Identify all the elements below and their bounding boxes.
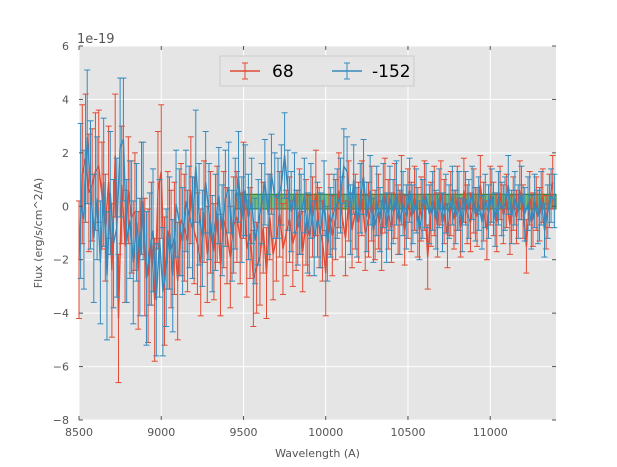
x-tick-label: 11000 (473, 426, 508, 439)
y-offset-text: 1e-19 (77, 32, 115, 47)
legend-label-minus-152: -152 (372, 62, 411, 82)
legend-marker-68 (230, 62, 260, 80)
y-tick-label: −2 (53, 254, 69, 267)
series-layer (76, 69, 558, 384)
series-minus-152 (77, 69, 558, 357)
x-tick-label: 10500 (390, 426, 425, 439)
y-tick-label: −6 (53, 361, 69, 374)
x-tick-label: 9500 (229, 426, 257, 439)
x-tick-label: 9000 (147, 426, 175, 439)
y-tick-label: 0 (62, 200, 69, 213)
axes: 8500 9000 9500 10000 10500 11000 −8 −6 −4 −2 0 2 4 6 (53, 40, 556, 439)
y-tick-label: −4 (53, 307, 69, 320)
legend-marker-minus-152 (332, 62, 362, 80)
legend: 68 -152 (219, 55, 415, 87)
y-tick-label: 4 (62, 93, 69, 106)
x-tick-label: 8500 (65, 426, 93, 439)
x-axis-label: Wavelength (A) (275, 447, 360, 460)
legend-label-68: 68 (272, 62, 294, 82)
y-axis-label: Flux (erg/s/cm^2/A) (32, 178, 45, 288)
y-tick-label: −8 (53, 414, 69, 427)
y-tick-label: 6 (62, 40, 69, 53)
y-tick-label: 2 (62, 147, 69, 160)
x-tick-label: 10000 (308, 426, 343, 439)
series-line (79, 136, 555, 300)
